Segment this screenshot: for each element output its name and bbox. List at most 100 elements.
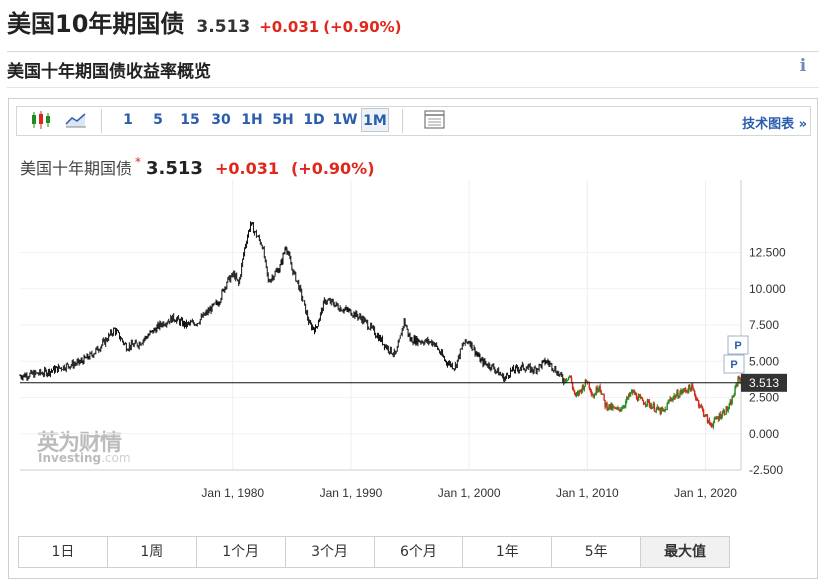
price-candle bbox=[682, 391, 684, 393]
range-1m-button[interactable]: 1个月 bbox=[196, 537, 286, 567]
legend-change: +0.031 bbox=[214, 159, 279, 178]
price-candle bbox=[730, 401, 732, 405]
price-candle bbox=[574, 393, 577, 396]
price-candle bbox=[625, 401, 627, 406]
price-candle bbox=[681, 390, 683, 393]
price-candle bbox=[739, 377, 741, 384]
price-candle bbox=[706, 415, 709, 424]
line-chart-icon[interactable] bbox=[64, 109, 88, 131]
price-candle bbox=[578, 389, 581, 395]
price-candle bbox=[737, 377, 739, 385]
price-candle bbox=[734, 386, 736, 395]
price-candle bbox=[689, 384, 691, 388]
price-candle bbox=[639, 396, 642, 398]
price-candle bbox=[694, 390, 696, 396]
price-candle bbox=[662, 409, 664, 411]
price-candle bbox=[701, 407, 704, 410]
price-candle bbox=[655, 408, 657, 412]
price-candle bbox=[626, 397, 628, 402]
price-candle bbox=[632, 391, 635, 393]
price-candle bbox=[590, 390, 592, 395]
price-candle bbox=[618, 407, 620, 410]
price-candle bbox=[704, 414, 707, 417]
price-candle bbox=[661, 407, 663, 410]
price-candle bbox=[575, 394, 578, 396]
table-view-icon[interactable] bbox=[423, 109, 447, 131]
price-candle bbox=[716, 417, 719, 419]
price-candle bbox=[631, 390, 634, 393]
price-candle bbox=[709, 423, 712, 425]
price-candle bbox=[691, 384, 693, 392]
y-tick-label: 5.000 bbox=[749, 354, 779, 368]
price-candle bbox=[738, 377, 740, 379]
range-max-button[interactable]: 最大值 bbox=[641, 537, 729, 567]
candlestick-icon[interactable] bbox=[29, 109, 53, 131]
divider bbox=[7, 51, 819, 52]
price-candle bbox=[700, 405, 703, 408]
price-candle bbox=[720, 416, 723, 419]
interval-1w-button[interactable]: 1W bbox=[332, 112, 358, 128]
interval-30min-button[interactable]: 30 bbox=[211, 112, 231, 128]
price-candle bbox=[644, 403, 647, 405]
price-candle bbox=[725, 406, 727, 415]
interval-5min-button[interactable]: 5 bbox=[153, 112, 163, 128]
x-tick-label: Jan 1, 2010 bbox=[556, 486, 619, 500]
current-price-tag bbox=[741, 373, 787, 392]
price-candle bbox=[675, 395, 677, 399]
price-candle bbox=[588, 381, 591, 389]
price-change: +0.031 bbox=[259, 18, 320, 36]
price-candle bbox=[589, 388, 591, 391]
technical-chart-link[interactable]: 技术图表 » bbox=[742, 117, 807, 132]
interval-1h-button[interactable]: 1H bbox=[241, 112, 263, 128]
price-candle bbox=[660, 407, 662, 414]
range-1y-button[interactable]: 1年 bbox=[463, 537, 553, 567]
price-candle bbox=[598, 386, 600, 390]
price-candle bbox=[585, 379, 588, 382]
price-candle bbox=[697, 400, 700, 406]
current-price-label: 3.513 bbox=[749, 376, 779, 390]
price-candle bbox=[579, 389, 582, 391]
range-3m-button[interactable]: 3个月 bbox=[285, 537, 375, 567]
interval-1min-button[interactable]: 1 bbox=[123, 112, 133, 128]
price-candle bbox=[570, 377, 573, 383]
price-candle bbox=[713, 417, 716, 423]
interval-1m-button[interactable]: 1M bbox=[361, 108, 389, 132]
watermark-logo-cn: 英为财情 bbox=[37, 431, 122, 456]
range-1d-button[interactable]: 1日 bbox=[19, 537, 108, 567]
price-candle bbox=[692, 384, 694, 389]
price-candle bbox=[671, 399, 673, 401]
price-candle bbox=[608, 404, 610, 409]
price-candle bbox=[667, 401, 669, 404]
price-candle bbox=[624, 405, 626, 407]
price-candle bbox=[680, 390, 682, 393]
price-candle bbox=[599, 386, 601, 391]
price-candle bbox=[683, 388, 685, 392]
divider bbox=[7, 87, 819, 88]
chart-legend: 美国十年期国债 * 3.513 +0.031 (+0.90%) bbox=[20, 155, 375, 179]
price-candle bbox=[573, 390, 576, 394]
price-candle bbox=[636, 398, 639, 401]
price-candle bbox=[572, 388, 575, 391]
price-candle bbox=[568, 375, 571, 377]
interval-5h-button[interactable]: 5H bbox=[272, 112, 294, 128]
range-1w-button[interactable]: 1周 bbox=[107, 537, 197, 567]
price-candle bbox=[567, 376, 570, 380]
y-tick-label: 7.500 bbox=[749, 318, 779, 332]
price-candle bbox=[669, 398, 671, 401]
price-candle bbox=[613, 406, 615, 408]
price-candle bbox=[600, 390, 602, 394]
range-5y-button[interactable]: 5年 bbox=[552, 537, 642, 567]
chart-toolbar bbox=[16, 106, 811, 136]
interval-1d-button[interactable]: 1D bbox=[303, 112, 325, 128]
price-candle bbox=[648, 401, 651, 407]
chart-panel bbox=[8, 98, 818, 579]
interval-15min-button[interactable]: 15 bbox=[180, 112, 200, 128]
price-candle bbox=[688, 384, 690, 393]
price-candle bbox=[656, 406, 658, 409]
price-candle bbox=[617, 407, 619, 409]
range-6m-button[interactable]: 6个月 bbox=[374, 537, 464, 567]
price-candle bbox=[637, 395, 640, 401]
toolbar-separator bbox=[101, 109, 102, 133]
info-icon[interactable]: i bbox=[799, 56, 807, 76]
